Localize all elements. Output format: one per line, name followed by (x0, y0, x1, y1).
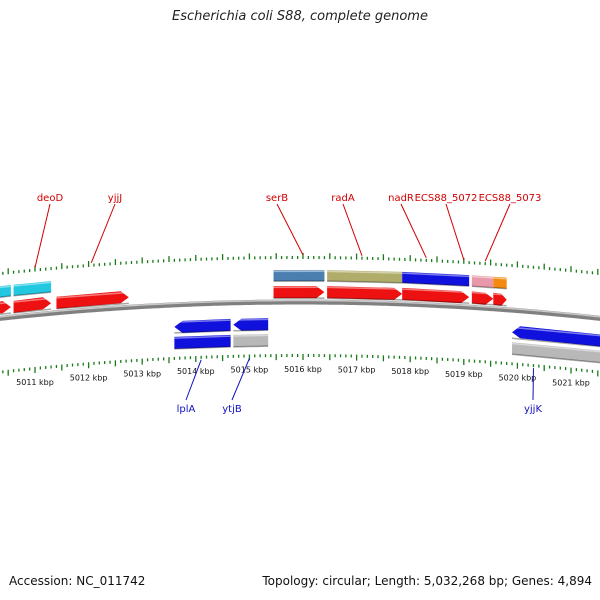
forward-feature-shadow (0, 295, 11, 298)
kbp-tick-label: 5015 kbp (231, 365, 269, 374)
top-label-leader (484, 203, 511, 262)
top-gene-label: nadR (388, 193, 414, 204)
forward-feature (13, 281, 52, 296)
forward-gene-highlight (493, 293, 507, 296)
forward-feature-highlight (0, 285, 11, 289)
forward-gene-shadow (0, 312, 11, 316)
reverse-feature-shadow (174, 346, 231, 350)
reverse-gene-highlight (511, 326, 600, 337)
kbp-tick-label: 5011 kbp (16, 378, 54, 387)
top-label-leader (34, 203, 51, 268)
forward-gene (273, 286, 325, 299)
reverse-feature-shadow (233, 345, 269, 348)
reverse-gene-shadow (511, 337, 600, 348)
top-label-leader (445, 203, 465, 260)
kbp-tick-label: 5013 kbp (123, 370, 161, 379)
top-label-leader (342, 203, 363, 256)
top-label-leader (90, 203, 116, 263)
reverse-feature (174, 334, 231, 349)
forward-feature-highlight (493, 277, 507, 280)
kbp-tick-label: 5021 kbp (552, 379, 590, 388)
forward-gene-shadow (402, 299, 470, 304)
reverse-feature (233, 334, 269, 347)
forward-gene-highlight (471, 291, 494, 295)
kbp-tick-label: 5016 kbp (284, 365, 322, 374)
accession-text: Accession: NC_011742 (9, 574, 146, 588)
forward-gene (327, 286, 403, 300)
forward-gene (402, 287, 470, 304)
top-label-leader (400, 203, 427, 259)
reverse-gene-highlight (174, 319, 231, 323)
top-label-leader (276, 203, 304, 256)
reverse-gene-highlight (233, 318, 269, 321)
bottom-gene-label: yjjK (524, 404, 542, 415)
reverse-gene (174, 318, 231, 333)
forward-feature (493, 276, 507, 289)
genome-summary-text: Topology: circular; Length: 5,032,268 bp… (262, 574, 592, 588)
forward-gene-highlight (0, 301, 11, 305)
bottom-label-leader (231, 358, 250, 401)
forward-feature (402, 271, 470, 287)
reverse-gene-shadow (174, 330, 231, 334)
top-gene-label: deoD (37, 193, 64, 204)
forward-gene-shadow (471, 302, 494, 306)
forward-gene-highlight (327, 286, 403, 290)
reverse-feature-highlight (233, 334, 269, 337)
top-gene-label: ECS88_5072 (415, 193, 478, 204)
forward-gene (13, 297, 52, 313)
kbp-tick-label: 5014 kbp (177, 367, 215, 376)
forward-gene (56, 291, 129, 309)
forward-feature-highlight (402, 272, 470, 278)
kbp-tick-label: 5012 kbp (70, 373, 108, 382)
forward-gene-highlight (13, 297, 52, 303)
forward-feature (273, 270, 325, 282)
forward-gene (493, 292, 507, 306)
reverse-gene (233, 318, 269, 331)
forward-gene-shadow (56, 302, 129, 310)
forward-feature-shadow (471, 285, 494, 289)
kbp-tick-label: 5020 kbp (499, 374, 537, 383)
bottom-label-leader (185, 359, 202, 401)
top-gene-label: yjjJ (108, 193, 122, 204)
forward-feature-shadow (327, 280, 403, 284)
forward-feature-highlight (471, 275, 494, 279)
reverse-gene (512, 326, 600, 347)
genome-backbone-highlight (0, 299, 600, 318)
forward-gene-shadow (493, 303, 507, 307)
forward-feature (327, 270, 403, 283)
forward-gene (0, 301, 11, 314)
top-gene-label: radA (331, 193, 355, 204)
forward-feature (0, 285, 11, 298)
outer-tick-ring (2, 253, 599, 275)
reverse-feature-highlight (511, 342, 600, 353)
reverse-feature-highlight (174, 335, 231, 339)
forward-gene-shadow (327, 297, 403, 301)
kbp-tick-label: 5017 kbp (338, 366, 376, 375)
reverse-feature-shadow (511, 353, 600, 364)
inner-tick-ring: 5011 kbp 5012 kbp 5013 kbp 5014 kbp 5015 kbp… (2, 354, 599, 388)
forward-feature-shadow (402, 282, 470, 287)
reverse-gene-shadow (233, 329, 269, 332)
forward-feature-highlight (327, 270, 403, 274)
kbp-tick-label: 5018 kbp (391, 367, 429, 376)
forward-gene-highlight (56, 291, 129, 299)
forward-gene (471, 291, 494, 305)
bottom-gene-label: lplA (177, 404, 196, 415)
top-gene-label: ECS88_5073 (479, 193, 542, 204)
bottom-gene-label: ytjB (222, 404, 242, 415)
top-gene-label: serB (266, 193, 288, 204)
forward-feature (471, 275, 494, 288)
forward-gene-highlight (402, 288, 470, 294)
map-title: Escherichia coli S88, complete genome (172, 9, 428, 24)
forward-feature-highlight (13, 281, 52, 287)
genome-backbone (0, 299, 600, 321)
forward-gene-shadow (13, 308, 52, 314)
kbp-tick-label: 5019 kbp (445, 370, 483, 379)
reverse-feature (512, 342, 600, 363)
gene-labels: deoD yjjJ serB radA nadR ECS88_5072 ECS88_5073… (34, 193, 542, 415)
forward-feature-shadow (493, 286, 507, 290)
gene-tracks (0, 270, 600, 364)
forward-feature-shadow (13, 291, 52, 297)
